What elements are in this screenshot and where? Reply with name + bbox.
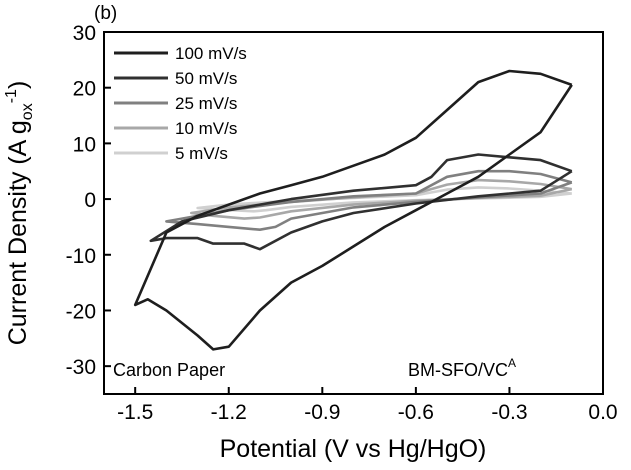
series-line-1 (149, 153, 573, 251)
legend-label-3: 10 mV/s (175, 119, 237, 138)
y-axis-title-sub: ox (19, 103, 36, 120)
series-layer (133, 69, 573, 351)
y-axis-title: Current Density (A gox-1) (3, 81, 36, 346)
legend-label-0: 100 mV/s (175, 44, 247, 63)
x-tick-label-3: -0.6 (398, 401, 434, 424)
y-axis-title-sup: -1 (3, 89, 20, 103)
legend-label-1: 50 mV/s (175, 69, 237, 88)
y-tick-label-2: -10 (66, 245, 96, 268)
annotation-sample-sup: A (508, 356, 516, 370)
annotation-carbon-paper: Carbon Paper (113, 360, 225, 380)
y-tick-label-4: 10 (73, 133, 96, 156)
x-tick-label-5: 0.0 (588, 401, 617, 424)
legend-label-2: 25 mV/s (175, 94, 237, 113)
panel-label: (b) (94, 3, 117, 24)
x-tick-label-2: -0.9 (304, 401, 340, 424)
y-axis-title-close: ) (4, 81, 32, 89)
legend: 100 mV/s 50 mV/s 25 mV/s 10 mV/s 5 mV/s (114, 44, 247, 163)
series-line-0 (133, 69, 573, 351)
y-tick-label-6: 30 (73, 22, 96, 45)
ticks-layer: -1.5 -1.2 -0.9 -0.6 -0.3 0.0 -30 -20 -10 0 10 20 30 (66, 22, 618, 424)
legend-label-4: 5 mV/s (175, 144, 228, 163)
y-tick-label-5: 20 (73, 78, 96, 101)
plot-frame (103, 31, 604, 395)
y-tick-label-1: -20 (66, 300, 96, 323)
series-line-3 (190, 178, 573, 220)
x-tick-label-0: -1.5 (117, 401, 153, 424)
y-axis-title-main: Current Density (A g (4, 120, 32, 345)
x-tick-label-4: -0.3 (491, 401, 527, 424)
series-line-2 (165, 169, 573, 231)
annotation-sample-main: BM-SFO/VC (408, 360, 508, 380)
y-tick-label-3: 0 (84, 189, 96, 212)
x-tick-label-1: -1.2 (211, 401, 247, 424)
x-axis-title: Potential (V vs Hg/HgO) (220, 435, 487, 463)
annotation-sample: BM-SFO/VCA (408, 356, 516, 380)
y-tick-label-0: -30 (66, 356, 96, 379)
